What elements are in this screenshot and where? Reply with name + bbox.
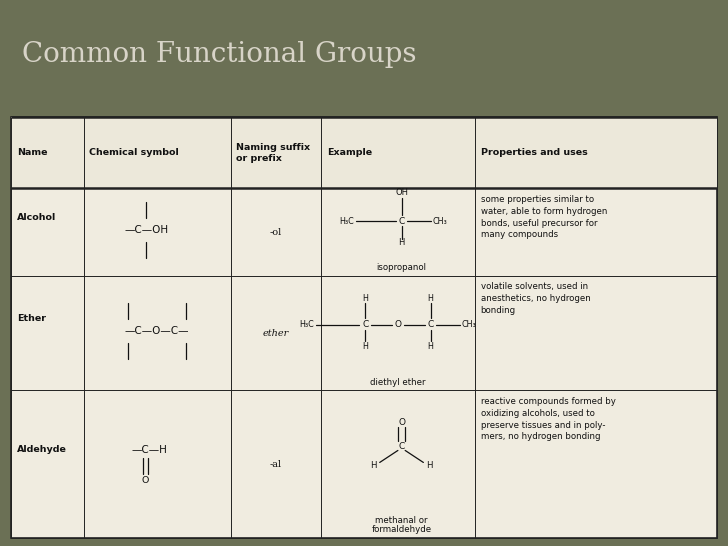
Text: H: H xyxy=(371,461,377,470)
Text: O: O xyxy=(395,321,401,329)
Text: formaldehyde: formaldehyde xyxy=(371,525,432,534)
Text: Aldehyde: Aldehyde xyxy=(17,445,67,454)
Text: Chemical symbol: Chemical symbol xyxy=(90,149,179,157)
Text: -al: -al xyxy=(269,460,282,468)
Text: some properties similar to
water, able to form hydrogen
bonds, useful precursor : some properties similar to water, able t… xyxy=(480,195,607,239)
Text: methanal or: methanal or xyxy=(376,516,428,525)
Bar xyxy=(11,117,717,538)
Text: Example: Example xyxy=(327,149,372,157)
Text: Naming suffix
or prefix: Naming suffix or prefix xyxy=(237,143,310,163)
Text: Ether: Ether xyxy=(17,314,46,323)
Text: H: H xyxy=(426,461,432,470)
Text: H: H xyxy=(428,342,434,351)
Text: H: H xyxy=(428,294,434,303)
Text: Properties and uses: Properties and uses xyxy=(480,149,587,157)
Text: isopropanol: isopropanol xyxy=(376,263,427,272)
Text: volatile solvents, used in
anesthetics, no hydrogen
bonding: volatile solvents, used in anesthetics, … xyxy=(480,282,590,315)
Text: ether: ether xyxy=(263,329,289,337)
Text: —C—O—C—: —C—O—C— xyxy=(124,327,189,336)
Text: O: O xyxy=(398,418,405,426)
Text: H₃C: H₃C xyxy=(339,217,355,225)
Text: C: C xyxy=(427,321,434,329)
Bar xyxy=(11,117,717,188)
Text: —C—OH: —C—OH xyxy=(124,225,168,235)
Text: H: H xyxy=(363,342,368,351)
Text: CH₃: CH₃ xyxy=(462,321,476,329)
Text: C: C xyxy=(362,321,368,329)
Text: H₃C: H₃C xyxy=(299,321,314,329)
Text: reactive compounds formed by
oxidizing alcohols, used to
preserve tissues and in: reactive compounds formed by oxidizing a… xyxy=(480,397,616,441)
Text: Name: Name xyxy=(17,149,47,157)
Text: diethyl ether: diethyl ether xyxy=(370,378,426,387)
Text: H: H xyxy=(363,294,368,303)
Text: CH₃: CH₃ xyxy=(432,217,447,225)
Text: C: C xyxy=(398,442,405,450)
Text: Common Functional Groups: Common Functional Groups xyxy=(22,41,416,68)
Text: C: C xyxy=(398,217,405,225)
Text: -ol: -ol xyxy=(269,228,282,236)
Text: O: O xyxy=(142,476,149,485)
Text: —C—H: —C—H xyxy=(132,446,167,455)
Text: Alcohol: Alcohol xyxy=(17,213,56,222)
Text: OH: OH xyxy=(395,188,408,197)
Text: H: H xyxy=(398,239,405,247)
